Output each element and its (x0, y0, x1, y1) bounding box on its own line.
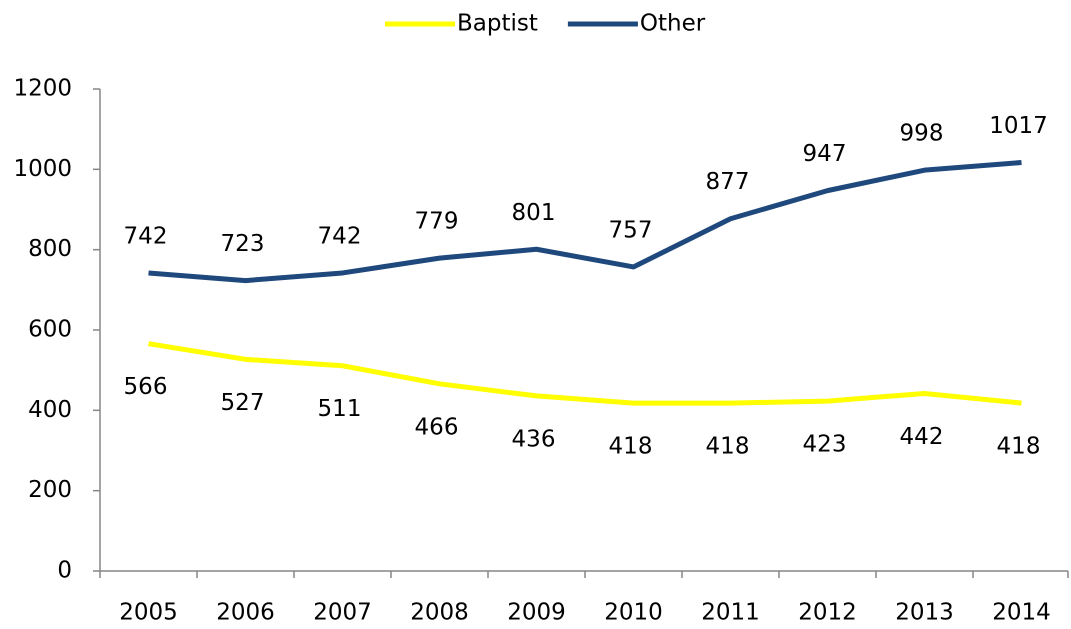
y-tick-label: 600 (28, 317, 72, 343)
y-tick-label: 1000 (13, 156, 72, 182)
data-label: 877 (706, 169, 750, 195)
y-tick-label: 800 (28, 236, 72, 262)
data-label: 723 (221, 231, 265, 257)
x-tick-label: 2014 (992, 600, 1051, 626)
x-tick-label: 2005 (119, 600, 178, 626)
data-label: 423 (803, 432, 847, 458)
x-tick-label: 2006 (216, 600, 275, 626)
legend-label: Other (640, 11, 706, 37)
series-line (148, 160, 1022, 284)
data-label: 418 (997, 434, 1041, 460)
data-label: 527 (221, 390, 265, 416)
y-tick-label: 1200 (13, 76, 72, 102)
data-label: 418 (609, 434, 653, 460)
y-tick-label: 200 (28, 477, 72, 503)
x-tick-label: 2009 (507, 600, 566, 626)
x-tick-label: 2007 (313, 600, 372, 626)
x-tick-label: 2012 (798, 600, 857, 626)
data-label: 742 (318, 223, 362, 249)
data-label: 742 (124, 223, 168, 249)
data-label: 801 (512, 200, 556, 226)
data-label: 998 (900, 121, 944, 147)
data-label: 757 (609, 217, 653, 243)
x-tick-label: 2013 (895, 600, 954, 626)
data-label: 436 (512, 426, 556, 452)
y-tick-label: 0 (57, 558, 72, 584)
x-tick-label: 2008 (410, 600, 469, 626)
x-tick-label: 2011 (701, 600, 760, 626)
data-label: 466 (415, 414, 459, 440)
data-label: 1017 (989, 113, 1048, 139)
data-label: 418 (706, 434, 750, 460)
data-label: 947 (803, 141, 847, 167)
data-label: 566 (124, 374, 168, 400)
data-label: 511 (318, 396, 362, 422)
series-line (148, 341, 1022, 406)
data-label: 442 (900, 424, 944, 450)
legend-label: Baptist (457, 11, 538, 37)
y-tick-label: 400 (28, 397, 72, 423)
data-label: 779 (415, 209, 459, 235)
x-tick-label: 2010 (604, 600, 663, 626)
